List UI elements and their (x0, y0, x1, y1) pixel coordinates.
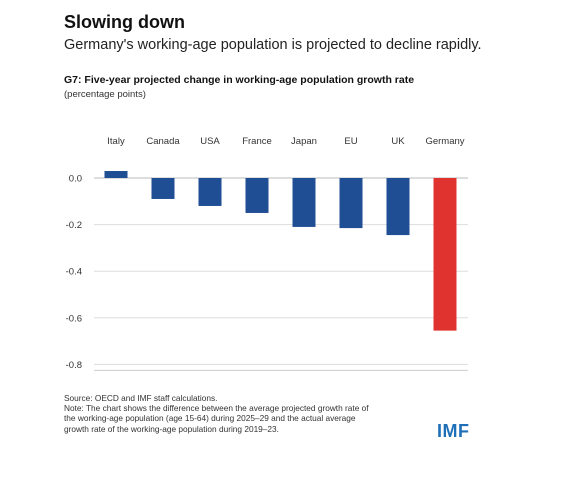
y-tick-label: -0.4 (66, 267, 82, 278)
bar-france (245, 178, 269, 213)
note-line: the working-age population (age 15-64) d… (64, 413, 356, 424)
chart-units: (percentage points) (64, 89, 146, 100)
category-label: Italy (107, 136, 125, 147)
category-label: Canada (146, 136, 180, 147)
bar-italy (104, 171, 128, 178)
source-note: Source: OECD and IMF staff calculations. (64, 393, 218, 403)
chart-notes: Source: OECD and IMF staff calculations.… (64, 393, 424, 434)
y-tick-label: -0.8 (66, 360, 82, 371)
bar-canada (151, 178, 175, 199)
bar-eu (339, 178, 363, 229)
bar-uk (386, 178, 410, 236)
category-label: Germany (425, 136, 464, 147)
bar-germany (433, 178, 457, 331)
category-label: EU (344, 136, 357, 147)
imf-logo: IMF (437, 421, 470, 441)
category-label: UK (391, 136, 405, 147)
note-line: Note: The chart shows the difference bet… (64, 403, 369, 414)
note-line: growth rate of the working-age populatio… (64, 423, 279, 434)
bar-japan (292, 178, 316, 227)
bar-usa (198, 178, 222, 206)
y-tick-label: -0.2 (66, 220, 82, 231)
headline: Slowing down (64, 12, 185, 32)
y-tick-label: -0.6 (66, 313, 82, 324)
category-label: Japan (291, 136, 317, 147)
subtitle: Germany's working-age population is proj… (64, 37, 482, 53)
chart-title: G7: Five-year projected change in workin… (64, 74, 415, 86)
category-label: France (242, 136, 272, 147)
y-tick-label: 0.0 (69, 174, 82, 185)
category-label: USA (200, 136, 220, 147)
